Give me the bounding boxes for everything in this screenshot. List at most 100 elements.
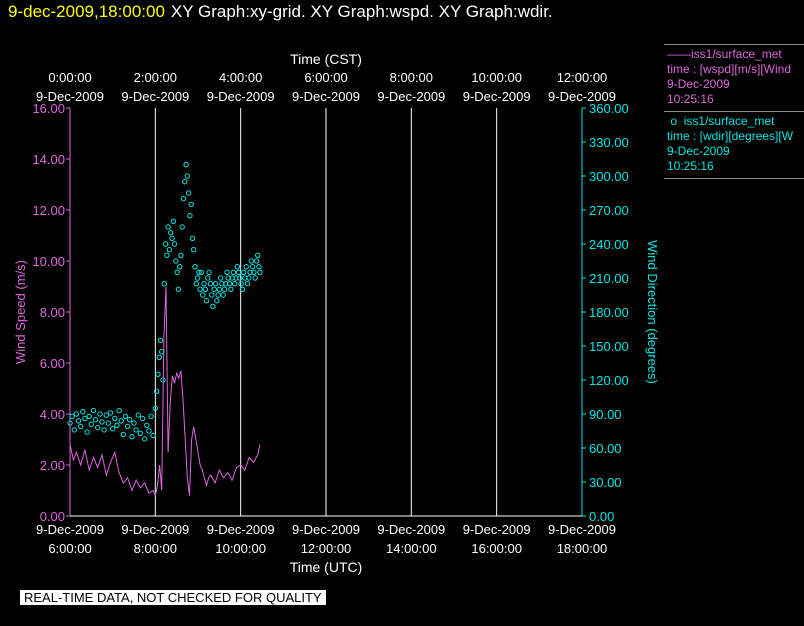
- wind-direction-point: [139, 415, 146, 422]
- wind-direction-point: [118, 418, 124, 424]
- bottom-tick-date: 9-Dec-2009: [463, 522, 531, 537]
- legend-entry-wdir: o iss1/surface_met time : [wdir][degrees…: [664, 111, 804, 179]
- bottom-tick-time: 18:00:00: [557, 541, 608, 556]
- wind-direction-point: [252, 275, 258, 281]
- bottom-tick-time: 6:00:00: [48, 541, 91, 556]
- wind-direction-point: [173, 258, 179, 264]
- wind-direction-point: [114, 422, 120, 428]
- legend-wdir-desc: time : [wdir][degrees][W: [667, 129, 794, 143]
- wind-direction-point: [165, 224, 171, 230]
- wind-direction-point: [171, 241, 178, 247]
- wind-direction-point: [207, 281, 214, 287]
- wind-direction-point: [237, 275, 243, 281]
- right-tick-label: 150.00: [589, 339, 629, 354]
- right-axis-title: Wind Direction (degrees): [645, 240, 660, 384]
- left-tick-label: 12.00: [32, 203, 65, 218]
- wind-direction-point: [179, 224, 185, 230]
- wind-direction-point: [233, 275, 239, 281]
- wind-direction-point: [137, 430, 144, 436]
- wind-direction-point: [257, 269, 263, 275]
- wind-direction-point: [155, 371, 161, 377]
- bottom-tick-date: 9-Dec-2009: [548, 522, 616, 537]
- wind-direction-point: [230, 269, 237, 275]
- bottom-tick-date: 9-Dec-2009: [292, 522, 360, 537]
- wind-direction-point: [69, 413, 75, 419]
- wind-direction-point: [214, 298, 220, 304]
- wind-direction-point: [148, 413, 154, 419]
- top-tick-date: 9-Dec-2009: [121, 89, 189, 104]
- wind-direction-point: [216, 286, 223, 292]
- wind-direction-point: [168, 230, 174, 236]
- left-tick-label: 16.00: [32, 101, 65, 116]
- wind-direction-point: [189, 235, 196, 242]
- right-tick-label: 120.00: [589, 373, 629, 388]
- wind-direction-point: [255, 252, 261, 259]
- right-tick-label: 360.00: [589, 101, 629, 116]
- wind-direction-point: [241, 269, 247, 275]
- wind-direction-point: [210, 303, 216, 309]
- top-tick-date: 9-Dec-2009: [463, 89, 531, 104]
- right-tick-label: 90.00: [589, 407, 622, 422]
- wind-direction-point: [131, 420, 137, 426]
- legend-wspd-time: 10:25:16: [667, 92, 714, 106]
- wind-direction-point: [192, 264, 198, 270]
- wind-direction-point: [86, 413, 92, 419]
- wind-direction-point: [80, 409, 86, 415]
- wind-direction-point: [235, 269, 242, 275]
- wind-direction-point: [193, 281, 200, 287]
- left-tick-label: 2.00: [40, 458, 65, 473]
- wind-direction-point: [105, 420, 112, 426]
- wind-direction-point: [112, 415, 118, 422]
- left-tick-label: 4.00: [40, 407, 65, 422]
- top-tick-time: 12:00:00: [557, 70, 608, 85]
- wind-direction-point: [82, 415, 88, 422]
- wind-direction-point: [225, 275, 232, 281]
- wind-direction-point: [177, 264, 183, 270]
- bottom-tick-time: 8:00:00: [134, 541, 177, 556]
- wind-direction-point: [75, 418, 82, 424]
- wind-direction-point: [73, 411, 80, 417]
- bottom-tick-date: 9-Dec-2009: [207, 522, 275, 537]
- header-timestamp: 9-dec-2009,18:00:00: [8, 2, 165, 21]
- wind-direction-point: [178, 252, 184, 259]
- wind-direction-point: [175, 286, 182, 292]
- wind-direction-point: [90, 407, 97, 414]
- top-tick-date: 9-Dec-2009: [207, 89, 275, 104]
- legend: ——iss1/surface_met time : [wspd][m/s][Wi…: [664, 44, 804, 179]
- wind-direction-point: [157, 337, 164, 343]
- wind-direction-point: [99, 419, 105, 425]
- wind-direction-point: [251, 269, 257, 275]
- wind-direction-point: [133, 427, 139, 433]
- wind-direction-point: [161, 281, 168, 287]
- wind-direction-point: [110, 426, 116, 432]
- wind-direction-point: [156, 354, 162, 360]
- wind-direction-point: [244, 281, 251, 287]
- right-tick-label: 30.00: [589, 475, 622, 490]
- bottom-tick-time: 14:00:00: [386, 541, 437, 556]
- top-axis-title: Time (CST): [290, 51, 362, 67]
- wind-direction-point: [228, 286, 234, 292]
- bottom-axis-title: Time (UTC): [290, 559, 363, 575]
- wind-direction-point: [203, 298, 210, 304]
- wind-direction-point: [150, 432, 156, 439]
- right-tick-label: 270.00: [589, 203, 629, 218]
- top-tick-time: 8:00:00: [390, 70, 433, 85]
- wind-direction-point: [95, 424, 101, 431]
- wind-direction-point: [224, 269, 230, 275]
- wind-direction-point: [229, 275, 235, 281]
- right-tick-label: 0.00: [589, 509, 614, 524]
- left-tick-label: 8.00: [40, 305, 65, 320]
- legend-wdir-date: 9-Dec-2009: [667, 144, 730, 158]
- top-tick-date: 9-Dec-2009: [548, 89, 616, 104]
- wind-direction-point: [198, 269, 205, 275]
- wind-direction-point: [153, 388, 160, 394]
- wind-direction-point: [97, 411, 103, 417]
- left-tick-label: 10.00: [32, 254, 65, 269]
- wind-direction-point: [170, 218, 177, 225]
- wind-direction-point: [107, 410, 114, 416]
- wind-direction-point: [92, 417, 99, 423]
- left-tick-label: 0.00: [40, 509, 65, 524]
- legend-wspd-desc: time : [wspd][m/s][Wind: [667, 62, 792, 76]
- wind-direction-point: [180, 196, 187, 202]
- legend-wdir-time: 10:25:16: [667, 159, 714, 173]
